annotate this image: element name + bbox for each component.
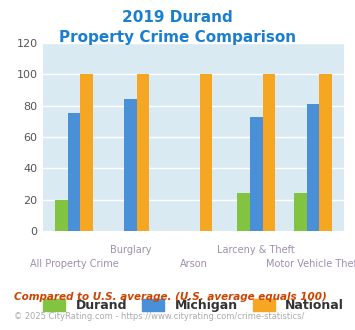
Bar: [68, 114, 80, 231]
Bar: [237, 193, 250, 231]
Bar: [307, 104, 319, 231]
Bar: [124, 99, 137, 231]
Bar: [55, 200, 68, 231]
Bar: [80, 74, 93, 231]
Text: Burglary: Burglary: [110, 245, 151, 255]
Text: 2019 Durand: 2019 Durand: [122, 10, 233, 25]
Text: Motor Vehicle Theft: Motor Vehicle Theft: [266, 259, 355, 269]
Text: Property Crime Comparison: Property Crime Comparison: [59, 30, 296, 45]
Text: Compared to U.S. average. (U.S. average equals 100): Compared to U.S. average. (U.S. average …: [14, 292, 327, 302]
Text: © 2025 CityRating.com - https://www.cityrating.com/crime-statistics/: © 2025 CityRating.com - https://www.city…: [14, 312, 305, 321]
Bar: [137, 74, 149, 231]
Bar: [250, 116, 263, 231]
Text: All Property Crime: All Property Crime: [30, 259, 119, 269]
Bar: [263, 74, 275, 231]
Text: Arson: Arson: [180, 259, 207, 269]
Text: Larceny & Theft: Larceny & Theft: [218, 245, 295, 255]
Legend: Durand, Michigan, National: Durand, Michigan, National: [38, 294, 349, 317]
Bar: [319, 74, 332, 231]
Bar: [294, 193, 307, 231]
Bar: [200, 74, 212, 231]
